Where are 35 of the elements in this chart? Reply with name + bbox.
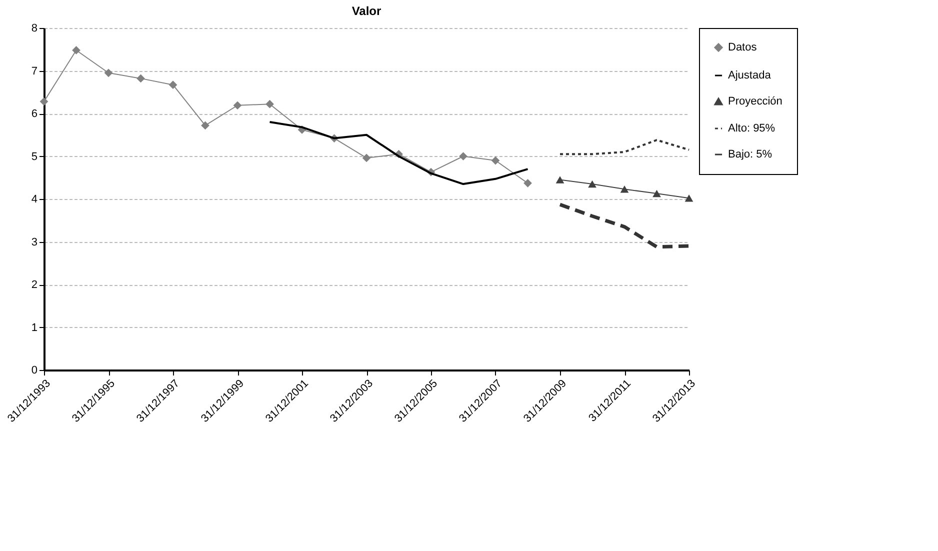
y-tick-label: 2 <box>31 279 38 291</box>
point <box>168 80 178 90</box>
point <box>524 179 532 188</box>
legend-label: Ajustada <box>728 70 772 82</box>
point <box>588 180 596 188</box>
point <box>104 68 113 78</box>
y-tick-label: 7 <box>31 65 38 78</box>
y-tick-label: 0 <box>31 364 38 376</box>
y-tick-label: 6 <box>31 108 38 120</box>
legend-label: Alto: 95% <box>728 122 776 134</box>
y-tick-label: 3 <box>31 236 38 248</box>
y-tick-label: 4 <box>31 194 38 206</box>
chart-title: Valor <box>352 4 382 18</box>
point <box>459 152 468 160</box>
point <box>266 100 274 108</box>
y-tick-label: 1 <box>31 322 38 334</box>
y-tick-label: 5 <box>31 150 38 163</box>
line-series <box>559 139 690 156</box>
y-tick-label: 8 <box>31 22 38 34</box>
line-series <box>268 121 529 186</box>
point <box>652 190 661 198</box>
point <box>620 186 629 193</box>
point <box>201 121 210 130</box>
legend-label: Bajo: 5% <box>728 148 772 160</box>
point <box>72 46 80 54</box>
point <box>556 176 564 184</box>
legend-label: Proyección <box>728 96 782 108</box>
point <box>684 194 694 202</box>
point <box>233 101 242 110</box>
legend-label: Datos <box>728 42 758 54</box>
line-series <box>558 202 691 249</box>
point <box>362 154 371 162</box>
point <box>136 74 145 83</box>
point <box>491 156 500 165</box>
point <box>40 97 48 106</box>
